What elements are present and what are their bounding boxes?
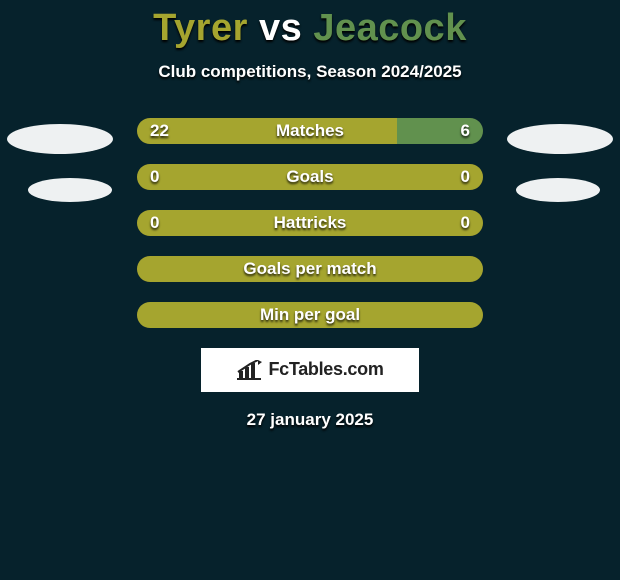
- date: 27 january 2025: [0, 410, 620, 430]
- stat-row: Hattricks 0 0: [0, 210, 620, 236]
- bar-segment-player1: [137, 302, 483, 328]
- bar-segment-player1: [137, 164, 483, 190]
- bar-segment-player2: [397, 118, 484, 144]
- brand-text: FcTables.com: [268, 359, 383, 380]
- title-vs: vs: [259, 7, 302, 49]
- bar-segment-player1: [137, 210, 483, 236]
- brand-box: FcTables.com: [201, 348, 419, 392]
- bar-track: Goals: [137, 164, 483, 190]
- stat-row: Goals per match: [0, 256, 620, 282]
- bar-chart-icon: [236, 360, 262, 380]
- stat-row: Min per goal: [0, 302, 620, 328]
- stat-row: Matches 22 6: [0, 118, 620, 144]
- comparison-infographic: Tyrer vs Jeacock Club competitions, Seas…: [0, 0, 620, 580]
- bar-track: Matches: [137, 118, 483, 144]
- bar-track: Min per goal: [137, 302, 483, 328]
- title-player2: Jeacock: [313, 7, 467, 49]
- title: Tyrer vs Jeacock: [0, 8, 620, 50]
- stat-row: Goals 0 0: [0, 164, 620, 190]
- bar-segment-player1: [137, 118, 397, 144]
- bar-track: Goals per match: [137, 256, 483, 282]
- subtitle: Club competitions, Season 2024/2025: [0, 62, 620, 82]
- title-player1: Tyrer: [153, 7, 248, 49]
- bar-segment-player1: [137, 256, 483, 282]
- bar-track: Hattricks: [137, 210, 483, 236]
